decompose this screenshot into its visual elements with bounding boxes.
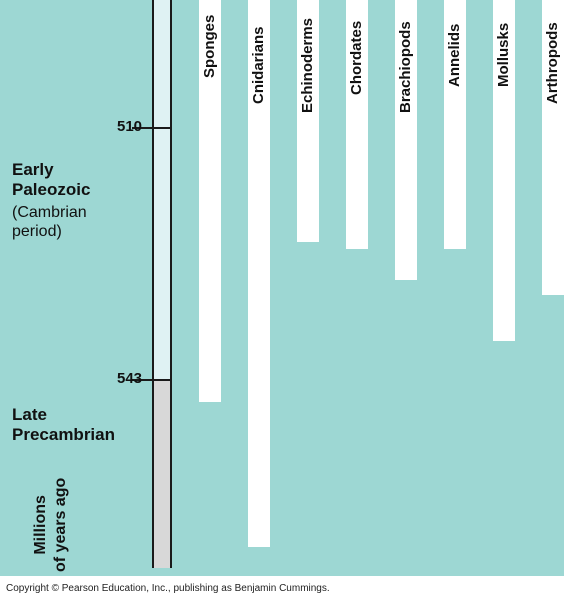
bar-mollusks [493, 0, 515, 341]
copyright-notice: Copyright © Pearson Education, Inc., pub… [6, 583, 330, 594]
tick-510 [152, 127, 172, 129]
era-late-line1: Late [12, 405, 47, 424]
early-paleozoic-band [152, 0, 172, 380]
bar-label-sponges: Sponges [201, 14, 218, 79]
bar-annelids [444, 0, 466, 250]
bar-brachiopods [395, 0, 417, 280]
era-early-line2: Paleozoic [12, 180, 91, 199]
bar-echinoderms [297, 0, 319, 242]
tick-543 [152, 379, 172, 381]
diagram-panel: 510 543 Early Paleozoic (Cambrian period… [0, 0, 564, 576]
bar-chordates [346, 0, 368, 250]
bar-label-cnidarians: Cnidarians [250, 26, 267, 104]
era-late-line2: Precambrian [12, 425, 115, 444]
bar-label-chordates: Chordates [348, 21, 365, 96]
tick-510-left [132, 127, 152, 129]
late-precambrian-band [152, 380, 172, 568]
era-early-sub-line1: (Cambrian [12, 204, 87, 221]
bar-label-echinoderms: Echinoderms [299, 17, 316, 113]
axis-label-line2: of years ago [52, 477, 69, 572]
bar-label-arthropods: Arthropods [544, 22, 561, 104]
bar-sponges [199, 0, 221, 402]
axis-label: Millions of years ago [31, 478, 71, 572]
tick-543-left [132, 379, 152, 381]
bar-cnidarians [248, 0, 270, 547]
bar-arthropods [542, 0, 564, 295]
bar-label-annelids: Annelids [446, 23, 463, 87]
tick-label-543: 543 [117, 370, 143, 387]
bar-label-mollusks: Mollusks [495, 22, 512, 87]
era-early-sub-line2: period) [12, 223, 62, 240]
axis-label-line1: Millions [32, 495, 49, 555]
bar-label-brachiopods: Brachiopods [397, 20, 414, 113]
era-early-line1: Early [12, 160, 54, 179]
tick-label-510: 510 [117, 118, 143, 135]
